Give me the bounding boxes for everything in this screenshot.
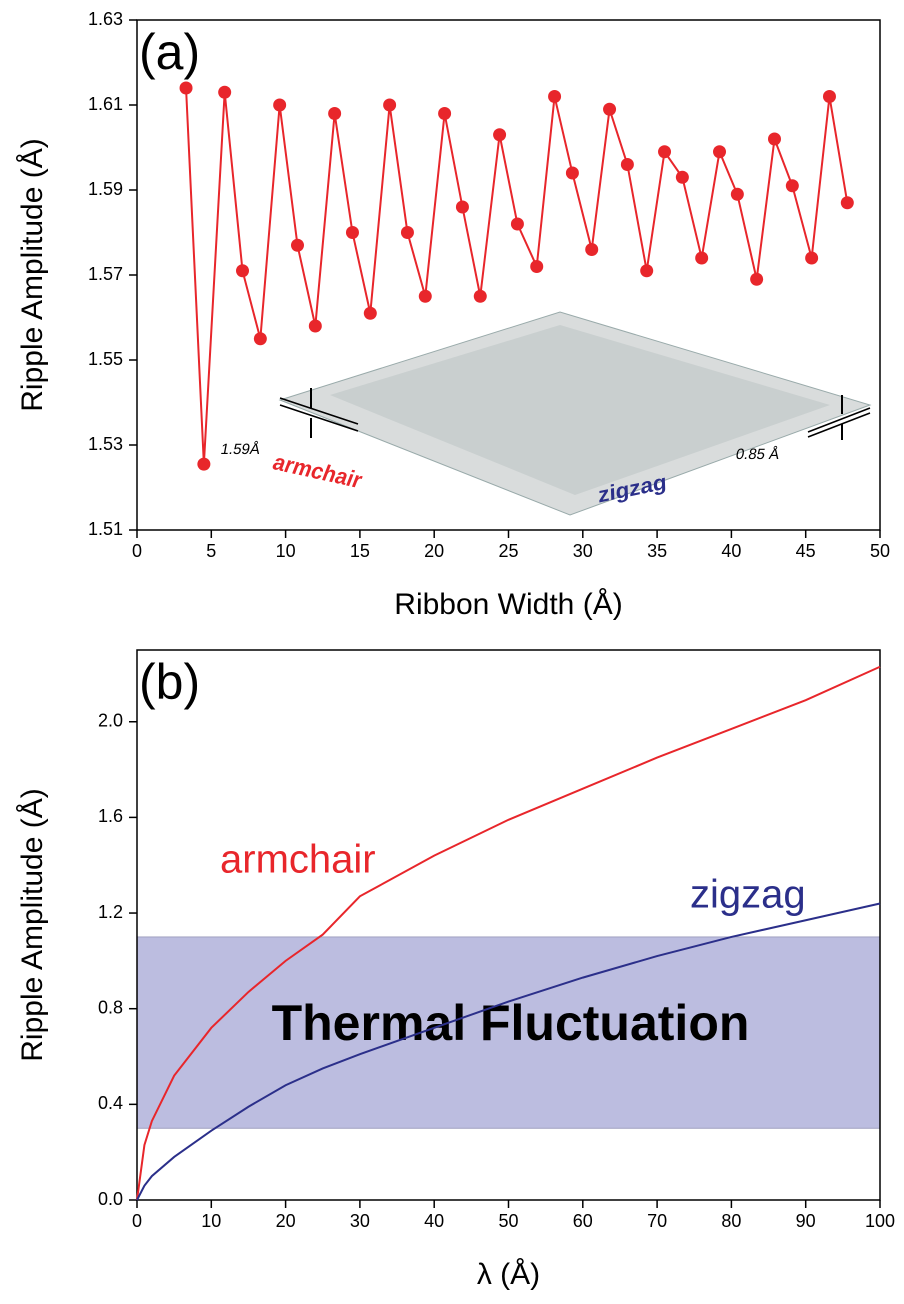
- y-tick-label: 1.57: [88, 264, 123, 284]
- series-label: zigzag: [690, 873, 806, 917]
- point: [565, 166, 579, 180]
- annotation: 0.85 Å: [734, 446, 781, 463]
- series-line: [136, 665, 881, 1201]
- point: [179, 81, 193, 95]
- band-label: Thermal Fluctuation: [272, 995, 750, 1051]
- annotation: armchair: [269, 449, 366, 493]
- point: [418, 289, 432, 303]
- x-tick-label: 100: [865, 1211, 895, 1231]
- point: [345, 226, 359, 239]
- x-tick-label: 10: [201, 1211, 221, 1231]
- point: [308, 319, 322, 333]
- point: [548, 90, 562, 103]
- y-tick-label: 1.6: [98, 806, 123, 826]
- y-tick-label: 1.2: [98, 902, 123, 922]
- point: [273, 98, 287, 112]
- edge-line: [279, 404, 359, 432]
- point: [603, 102, 617, 116]
- point: [675, 170, 689, 184]
- point: [236, 264, 250, 278]
- edge-line: [807, 407, 871, 433]
- point: [658, 145, 672, 159]
- x-tick-label: 10: [276, 541, 296, 561]
- point: [805, 251, 819, 265]
- y-tick-label: 1.63: [88, 9, 123, 29]
- point: [197, 457, 211, 471]
- x-tick-label: 40: [721, 541, 741, 561]
- x-tick-label: 45: [796, 541, 816, 561]
- point: [750, 272, 764, 286]
- point: [840, 196, 854, 210]
- x-axis-title: Ribbon Width (Å): [394, 588, 622, 621]
- y-axis-title: Ripple Amplitude (Å): [16, 138, 49, 411]
- point: [785, 179, 799, 193]
- point: [713, 145, 727, 159]
- shaded-band: [136, 936, 881, 1129]
- point: [620, 158, 634, 171]
- point: [455, 200, 469, 214]
- y-tick-label: 1.51: [88, 519, 123, 539]
- y-tick-label: 2.0: [98, 710, 123, 730]
- x-tick-label: 70: [647, 1211, 667, 1231]
- point: [530, 260, 544, 273]
- x-tick-label: 50: [498, 1211, 518, 1231]
- x-tick-label: 15: [350, 541, 370, 561]
- point: [290, 238, 304, 252]
- panel-label: (a): [139, 24, 200, 80]
- point: [767, 132, 781, 146]
- x-axis-title: λ (Å): [477, 1258, 540, 1291]
- graphene-sheet-shade: [330, 325, 830, 495]
- point: [822, 90, 836, 103]
- x-tick-label: 50: [870, 541, 890, 561]
- series-label: armchair: [220, 838, 376, 882]
- y-tick-label: 1.53: [88, 434, 123, 454]
- y-tick-label: 1.55: [88, 349, 123, 369]
- point: [473, 289, 487, 303]
- point: [400, 226, 414, 239]
- panel-label: (b): [139, 654, 200, 710]
- x-tick-label: 0: [132, 541, 142, 561]
- annotation: 1.59Å: [219, 441, 262, 458]
- point: [363, 306, 377, 320]
- point: [695, 251, 709, 265]
- point: [218, 85, 232, 99]
- point: [438, 107, 452, 120]
- y-tick-label: 1.61: [88, 94, 123, 114]
- point: [253, 332, 267, 346]
- x-tick-label: 40: [424, 1211, 444, 1231]
- x-tick-label: 35: [647, 541, 667, 561]
- y-tick-label: 1.59: [88, 179, 123, 199]
- series-line: [136, 902, 881, 1201]
- point: [493, 128, 507, 142]
- x-tick-label: 25: [498, 541, 518, 561]
- x-tick-label: 5: [206, 541, 216, 561]
- edge-line: [279, 397, 359, 425]
- y-tick-label: 0.8: [98, 997, 123, 1017]
- x-tick-label: 60: [573, 1211, 593, 1231]
- x-tick-label: 20: [424, 541, 444, 561]
- x-tick-label: 80: [721, 1211, 741, 1231]
- x-tick-label: 90: [796, 1211, 816, 1231]
- point: [383, 98, 397, 112]
- y-tick-label: 0.0: [98, 1189, 123, 1209]
- point: [730, 187, 744, 201]
- point: [328, 107, 342, 120]
- x-tick-label: 30: [573, 541, 593, 561]
- y-axis-title: Ripple Amplitude (Å): [16, 788, 49, 1061]
- y-tick-label: 0.4: [98, 1093, 123, 1113]
- x-tick-label: 0: [132, 1211, 142, 1231]
- edge-line: [807, 412, 871, 438]
- point: [640, 264, 654, 278]
- point: [585, 243, 599, 256]
- x-tick-label: 30: [350, 1211, 370, 1231]
- point: [510, 217, 524, 231]
- x-tick-label: 20: [276, 1211, 296, 1231]
